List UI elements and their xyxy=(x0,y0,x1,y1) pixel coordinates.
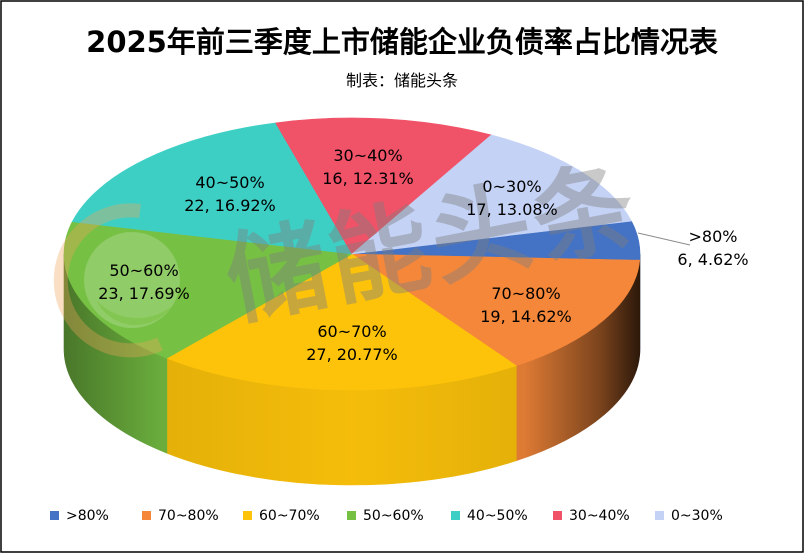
legend: >80% 70~80% 60~70% 50~60% 40~50% 30~40% 0~30% xyxy=(50,508,723,524)
leader-line-gt80 xyxy=(637,232,691,246)
watermark-logo-core xyxy=(84,232,180,328)
legend-label-5: 30~40% xyxy=(569,508,630,524)
watermark-logo-leaf xyxy=(96,300,172,326)
data-label-category-0: >80% xyxy=(689,227,738,246)
pie-slice-3 xyxy=(63,221,353,359)
pie-slice-5 xyxy=(275,117,492,255)
pie-slices xyxy=(63,117,641,391)
data-label-category-2: 60~70% xyxy=(317,322,386,341)
data-label-value-2: 27, 20.77% xyxy=(306,345,398,364)
legend-swatch-3 xyxy=(347,511,356,520)
data-label-value-5: 16, 12.31% xyxy=(322,169,414,188)
data-label-category-6: 0~30% xyxy=(482,177,541,196)
legend-swatch-1 xyxy=(142,511,151,520)
pie-slice-4 xyxy=(71,122,353,255)
data-label-value-0: 6, 4.62% xyxy=(677,250,748,269)
data-labels: >80% 6, 4.62% 70~80% 19, 14.62% 60~70% 27, 20… xyxy=(98,146,748,364)
watermark-logo-icon xyxy=(53,203,180,358)
pie-slice-1 xyxy=(350,253,641,367)
legend-swatch-0 xyxy=(50,511,59,520)
legend-label-0: >80% xyxy=(66,508,109,524)
data-label-value-4: 22, 16.92% xyxy=(184,196,276,215)
data-label-value-1: 19, 14.62% xyxy=(480,307,572,326)
data-label-category-4: 40~50% xyxy=(195,173,264,192)
legend-label-2: 60~70% xyxy=(259,508,320,524)
data-label-value-6: 17, 13.08% xyxy=(466,200,558,219)
data-label-value-3: 23, 17.69% xyxy=(98,284,190,303)
chart-subtitle: 制表：储能头条 xyxy=(346,71,458,90)
chart-title: 2025年前三季度上市储能企业负债率占比情况表 xyxy=(86,25,718,59)
pie-slice-6 xyxy=(351,134,632,255)
legend-label-3: 50~60% xyxy=(363,508,424,524)
legend-swatch-2 xyxy=(243,511,252,520)
pie-slice-2 xyxy=(166,253,517,391)
legend-label-1: 70~80% xyxy=(158,508,219,524)
legend-label-6: 0~30% xyxy=(671,508,723,524)
legend-swatch-5 xyxy=(553,511,562,520)
legend-label-4: 40~50% xyxy=(467,508,528,524)
legend-swatch-4 xyxy=(451,511,460,520)
watermark-logo-ring xyxy=(53,203,163,358)
data-label-category-5: 30~40% xyxy=(333,146,402,165)
data-label-category-1: 70~80% xyxy=(491,284,560,303)
legend-swatch-6 xyxy=(655,511,664,520)
data-label-category-3: 50~60% xyxy=(109,261,178,280)
